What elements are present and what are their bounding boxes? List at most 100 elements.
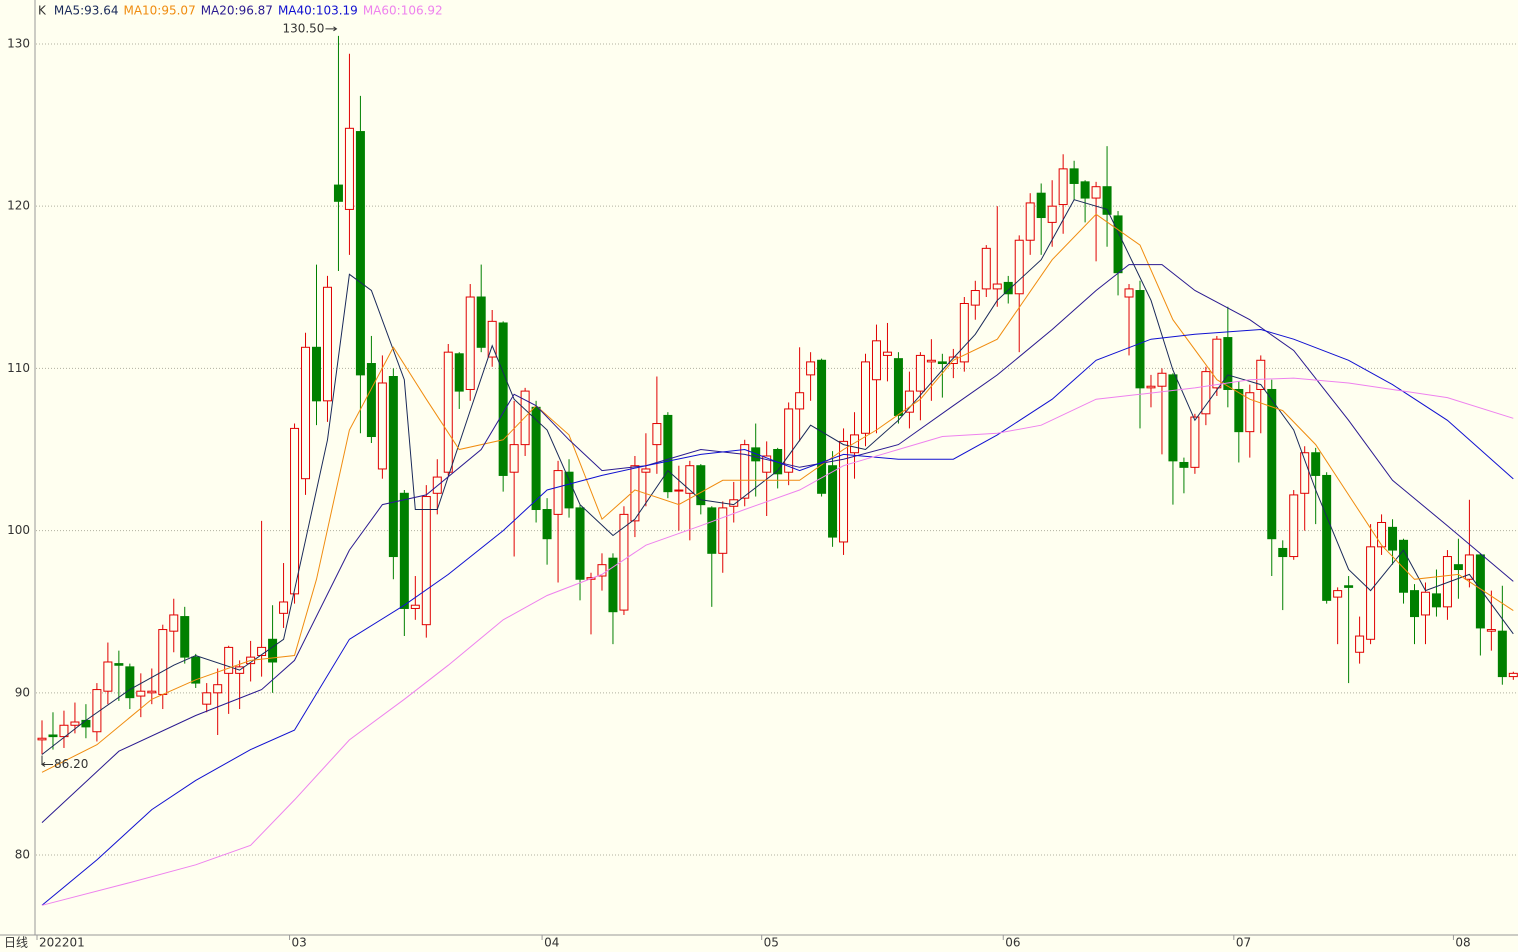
candle-body: [1399, 539, 1409, 593]
ma-line: [41, 377, 1514, 906]
candle-body: [279, 601, 289, 614]
candle-body: [959, 303, 969, 363]
candle-body: [828, 465, 838, 538]
candle-body: [564, 471, 574, 509]
candle-body: [498, 322, 508, 476]
candle-body: [333, 184, 343, 202]
candle-body: [59, 724, 69, 738]
candle-body: [1497, 630, 1507, 678]
x-tick-label: 04: [544, 936, 559, 950]
candle-body: [1102, 186, 1112, 215]
candle-body: [377, 382, 387, 470]
candle-body: [1025, 202, 1035, 241]
candle-body: [751, 447, 761, 462]
ma-line: [41, 199, 1514, 755]
x-tick-label: 07: [1236, 936, 1251, 950]
candle-body: [696, 465, 706, 506]
candle-body: [388, 375, 398, 558]
x-tick-label: 08: [1455, 936, 1470, 950]
candle-body: [663, 414, 673, 493]
candle-body: [213, 684, 223, 694]
candle-body: [542, 509, 552, 540]
candle-body: [290, 427, 300, 595]
candle-body: [191, 656, 201, 684]
candle-body: [641, 468, 651, 473]
candle-body: [992, 283, 1002, 290]
candle-body: [685, 465, 695, 494]
candle-body: [575, 507, 585, 580]
min-arrow: [41, 755, 53, 767]
candle-body: [553, 470, 563, 515]
candle-body: [1278, 547, 1288, 558]
max-label: 130.50: [282, 21, 324, 35]
candle-body: [410, 604, 420, 609]
ma-line: [41, 328, 1514, 906]
candle-body: [608, 557, 618, 613]
candle-body: [718, 507, 728, 554]
candle-body: [674, 489, 684, 492]
candle-body: [970, 290, 980, 306]
candle-body: [421, 496, 431, 626]
candle-body: [1047, 205, 1057, 223]
candle-body: [476, 296, 486, 348]
candle-body: [1080, 181, 1090, 199]
candle-body: [882, 351, 892, 356]
candle-body: [37, 737, 47, 741]
candle-body: [1190, 416, 1200, 468]
period-label: 日线: [4, 936, 28, 950]
candle-body: [707, 507, 717, 554]
candle-body: [1388, 526, 1398, 551]
x-tick-label: 202201: [39, 936, 85, 950]
y-tick-label: 100: [7, 523, 30, 537]
candle-body: [1377, 521, 1387, 548]
x-tick-label: 06: [1005, 936, 1020, 950]
candle-body: [344, 127, 354, 210]
candle-body: [114, 663, 124, 666]
min-label: 86.20: [54, 757, 88, 771]
candle-body: [48, 734, 58, 738]
candle-body: [926, 359, 936, 363]
candle-body: [1058, 168, 1068, 206]
candle-body: [355, 131, 365, 376]
candle-body: [937, 361, 947, 365]
candle-body: [1355, 635, 1365, 653]
candle-body: [861, 361, 870, 434]
candle-body: [850, 434, 860, 454]
candle-body: [1344, 585, 1354, 588]
candle-body: [1256, 359, 1266, 390]
candle-body: [1420, 591, 1430, 616]
candle-body: [125, 666, 135, 699]
candle-body: [904, 390, 914, 413]
candle-body: [806, 361, 816, 376]
candle-body: [180, 616, 190, 658]
candle-body: [147, 690, 157, 694]
y-tick-label: 120: [7, 199, 30, 213]
candle-body: [1003, 281, 1013, 295]
candle-body: [1234, 388, 1244, 433]
candle-body: [1464, 554, 1474, 580]
candle-body: [1124, 288, 1134, 298]
candle-body: [1475, 554, 1485, 629]
candle-body: [158, 629, 168, 695]
candle-body: [1453, 564, 1463, 571]
candle-body: [839, 440, 849, 543]
candle-body: [81, 719, 91, 728]
candle-body: [915, 354, 925, 392]
candle-body: [597, 564, 607, 577]
candle-body: [1091, 186, 1101, 199]
y-tick-label: 110: [7, 361, 30, 375]
candle-body: [322, 286, 332, 402]
candle-body: [1508, 672, 1518, 678]
candle-body: [1431, 593, 1441, 608]
candle-body: [1146, 385, 1156, 389]
candle-body: [1223, 337, 1233, 390]
candle-body: [487, 320, 497, 358]
candle-body: [366, 363, 376, 438]
candle-body: [1410, 590, 1419, 618]
legend-entry: MA40:103.19: [278, 4, 358, 18]
candle-body: [268, 638, 278, 663]
candle-body: [399, 492, 409, 609]
candle-body: [103, 661, 113, 692]
candle-body: [1135, 290, 1145, 389]
